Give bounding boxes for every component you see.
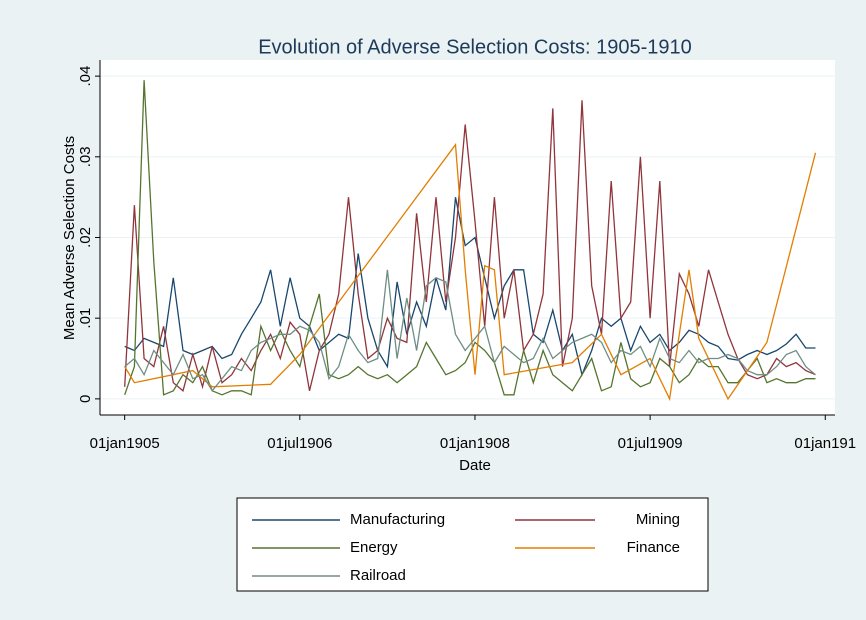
series-line [124, 269, 816, 392]
legend-label: Energy [350, 539, 398, 556]
y-tick-label: .02 [77, 227, 94, 248]
x-tick-label: 01jul1909 [618, 435, 683, 452]
x-tick-label: 01jan1908 [440, 435, 510, 452]
series-line [124, 142, 817, 402]
y-tick-label: .03 [77, 146, 94, 167]
y-axis-label: Mean Adverse Selection Costs [61, 136, 78, 340]
legend-label: Finance [627, 539, 680, 556]
x-tick-label: 01jan191 [794, 435, 856, 452]
legend-label: Railroad [350, 567, 406, 584]
y-tick-label: .01 [77, 308, 94, 329]
y-tick-label: .04 [77, 66, 94, 87]
series-line [124, 197, 816, 377]
legend-label: Manufacturing [350, 511, 445, 528]
chart-title: Evolution of Adverse Selection Costs: 19… [258, 36, 692, 58]
legend-label: Mining [636, 511, 680, 528]
x-tick-label: 01jul1906 [267, 435, 332, 452]
x-tick-label: 01jan1905 [90, 435, 160, 452]
x-axis-label: Date [459, 457, 491, 474]
series-line [124, 80, 816, 396]
y-tick-label: 0 [77, 395, 94, 403]
series-line [124, 100, 816, 392]
